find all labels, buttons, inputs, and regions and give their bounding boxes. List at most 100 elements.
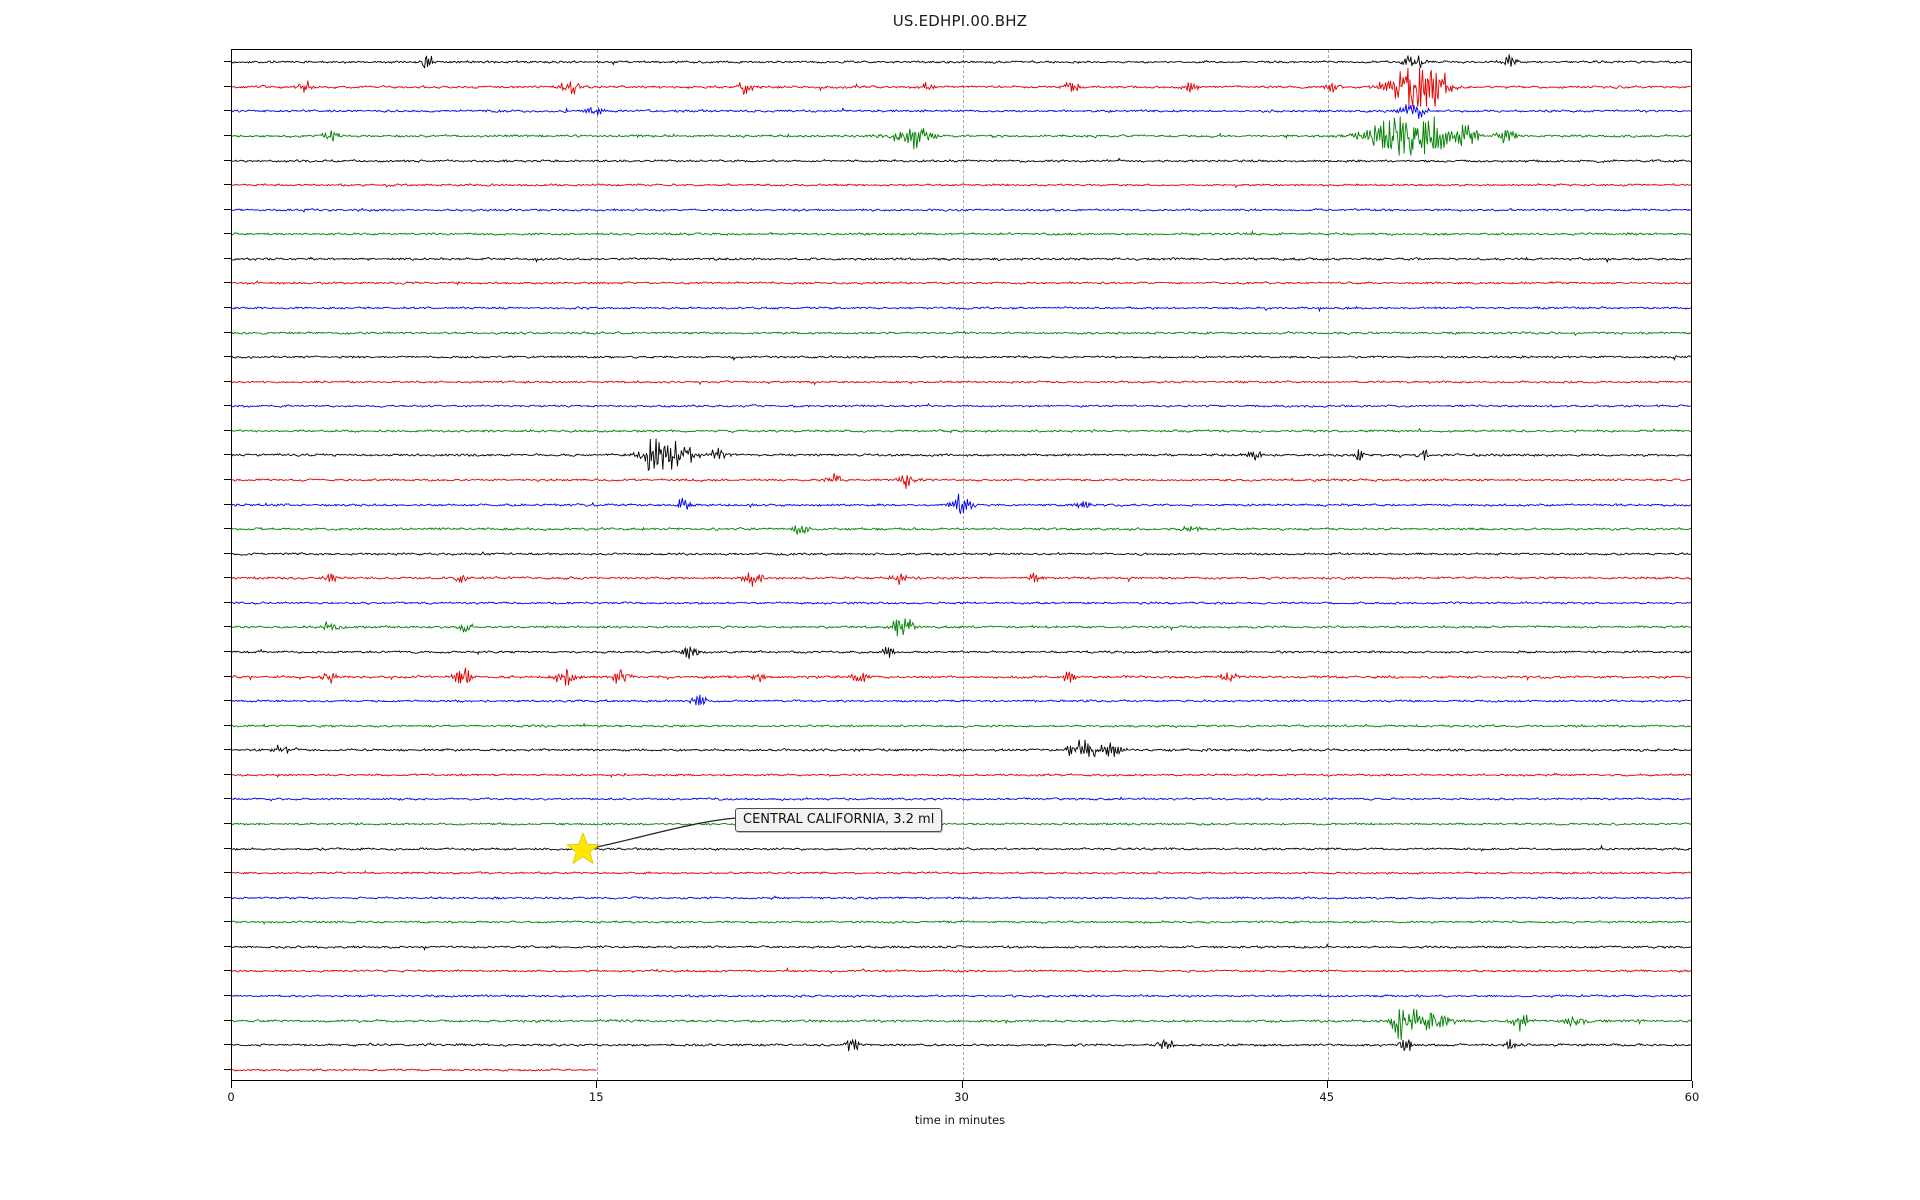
y-tick-mark	[224, 1044, 232, 1046]
trace-row	[232, 706, 1691, 746]
trace-path	[232, 823, 1691, 826]
trace-path	[232, 257, 1691, 261]
y-tick-mark	[224, 896, 232, 898]
trace-row	[232, 1050, 1691, 1081]
trace-row	[232, 583, 1691, 623]
trace-row	[232, 190, 1691, 230]
y-tick-mark	[224, 945, 232, 947]
x-tick-mark	[1326, 1081, 1328, 1088]
trace-row	[232, 386, 1691, 426]
y-tick-mark	[224, 798, 232, 800]
trace-path	[232, 525, 1691, 534]
trace-row	[232, 755, 1691, 795]
trace-row	[232, 534, 1691, 574]
y-tick-mark	[224, 995, 232, 996]
y-tick-mark	[224, 749, 232, 751]
y-tick-mark	[224, 405, 232, 407]
trace-path	[232, 116, 1691, 155]
trace-path	[232, 995, 1691, 998]
x-tick-label: 0	[227, 1090, 235, 1104]
trace-row	[232, 804, 1691, 844]
trace-row	[232, 411, 1691, 451]
trace-path	[232, 667, 1691, 685]
y-tick-mark	[224, 847, 232, 849]
trace-path	[232, 307, 1691, 311]
trace-row	[232, 91, 1691, 131]
trace-path	[232, 723, 1691, 727]
trace-path	[232, 1069, 597, 1071]
y-tick-mark	[224, 626, 232, 628]
x-tick-mark	[961, 1081, 963, 1088]
trace-row	[232, 853, 1691, 893]
y-tick-mark	[224, 651, 232, 652]
y-tick-mark	[224, 872, 232, 874]
trace-row	[232, 435, 1691, 475]
trace-path	[232, 647, 1691, 659]
trace-path	[232, 356, 1691, 360]
trace-path	[232, 969, 1691, 974]
trace-path	[232, 1039, 1691, 1051]
trace-row	[232, 263, 1691, 303]
trace-path	[232, 493, 1691, 513]
x-tick-label: 30	[954, 1090, 969, 1104]
trace-path	[232, 695, 1691, 706]
y-tick-mark	[224, 528, 232, 530]
y-tick-mark	[224, 1019, 232, 1021]
y-tick-mark	[224, 577, 232, 579]
y-axis: 00:00:0001:00:0002:00:0003:00:0004:00:00…	[0, 0, 232, 1200]
trace-path	[232, 404, 1691, 408]
trace-row	[232, 607, 1691, 647]
y-tick-mark	[224, 552, 232, 554]
trace-row	[232, 49, 1691, 82]
y-tick-mark	[224, 700, 232, 702]
y-tick-mark	[224, 110, 232, 112]
trace-path	[232, 105, 1691, 119]
y-tick-mark	[224, 307, 232, 308]
y-tick-mark	[224, 257, 232, 259]
trace-row	[232, 779, 1691, 819]
y-tick-mark	[224, 479, 232, 480]
trace-path	[232, 55, 1691, 69]
trace-row	[232, 509, 1691, 549]
trace-row	[232, 460, 1691, 500]
trace-row	[232, 165, 1691, 205]
trace-row	[232, 313, 1691, 353]
trace-path	[232, 232, 1691, 236]
y-tick-mark	[224, 356, 232, 358]
trace-row	[232, 141, 1691, 181]
trace-path	[232, 158, 1691, 162]
trace-path	[232, 619, 1691, 637]
trace-path	[232, 552, 1691, 555]
trace-path	[232, 380, 1691, 384]
trace-path	[232, 573, 1691, 587]
trace-row	[232, 878, 1691, 918]
trace-row	[232, 288, 1691, 328]
trace-row	[232, 67, 1691, 107]
y-tick-mark	[224, 1068, 232, 1070]
y-tick-mark	[224, 970, 232, 972]
y-tick-mark	[224, 331, 232, 333]
x-tick-label: 45	[1319, 1090, 1335, 1104]
trace-row	[232, 681, 1691, 721]
y-tick-mark	[224, 282, 232, 284]
trace-row	[232, 1001, 1691, 1041]
y-tick-mark	[224, 233, 232, 235]
y-tick-mark	[224, 724, 232, 726]
trace-path	[232, 439, 1691, 471]
trace-path	[232, 845, 1691, 850]
y-tick-mark	[224, 380, 232, 382]
y-tick-mark	[224, 135, 232, 136]
plot-area	[231, 49, 1692, 1081]
y-tick-mark	[224, 601, 232, 603]
y-tick-mark	[224, 675, 232, 677]
x-tick-mark	[231, 1081, 232, 1088]
trace-path	[232, 921, 1691, 925]
y-tick-mark	[224, 184, 232, 186]
trace-path	[232, 871, 1691, 874]
trace-path	[232, 1008, 1691, 1039]
trace-path	[232, 331, 1691, 335]
y-tick-mark	[224, 503, 232, 505]
trace-path	[232, 740, 1691, 757]
trace-path	[232, 281, 1691, 285]
